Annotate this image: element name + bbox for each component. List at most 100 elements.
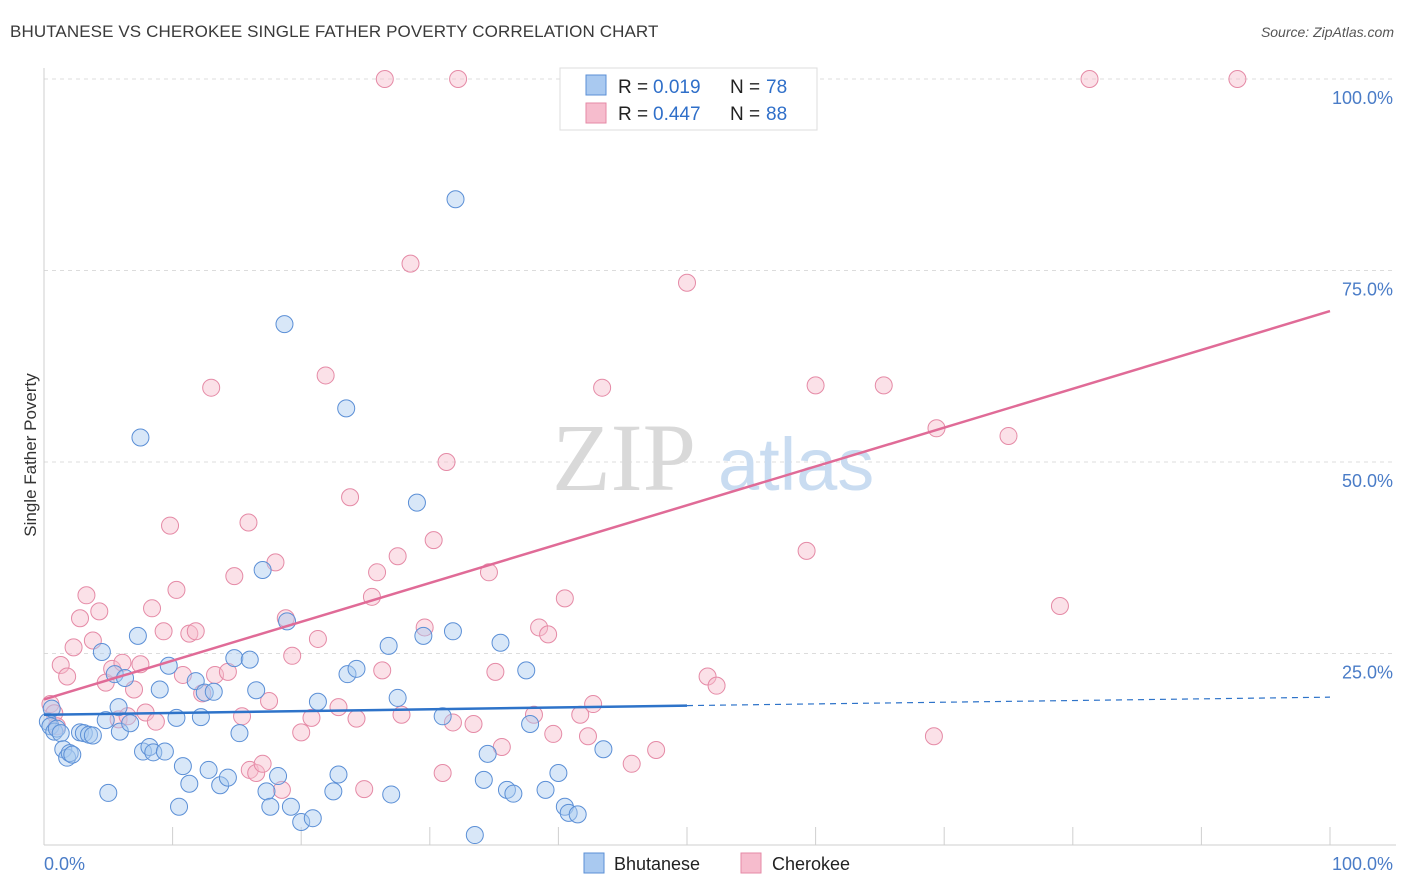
cherokee-point-85: [999, 426, 1018, 445]
cherokee-point-4: [58, 667, 77, 686]
cherokee-point-70: [555, 589, 574, 608]
bhutanese-point-51: [281, 797, 300, 816]
cherokee-point-19: [146, 712, 165, 731]
cherokee-point-76: [647, 741, 666, 760]
bhutanese-point-67: [433, 707, 452, 726]
cherokee-point-14: [118, 707, 137, 726]
axes: [43, 68, 1396, 846]
bhutanese-point-39: [211, 776, 230, 795]
bhutanese-point-28: [155, 742, 174, 761]
bhutanese-point-69: [474, 770, 493, 789]
bhutanese-point-9: [63, 745, 82, 764]
cherokee-point-54: [401, 254, 420, 273]
bhutanese-point-46: [257, 782, 276, 801]
legend-n-value-2: 88: [766, 104, 787, 125]
x-tick-label-max: 100.0%: [1332, 854, 1393, 874]
bhutanese-point-81: [594, 740, 613, 759]
bhutanese-point-33: [180, 774, 199, 793]
watermark-atlas: atlas: [718, 423, 874, 506]
cherokee-point-67: [530, 618, 549, 637]
cherokee-point-6: [71, 609, 90, 628]
bhutanese-point-14: [92, 642, 111, 661]
cherokee-point-64: [486, 662, 505, 681]
legend-n-label-1: N =: [730, 77, 760, 98]
bhutanese-point-42: [230, 724, 249, 743]
legend-r-label-1: R =: [618, 77, 648, 98]
cherokee-point-25: [186, 622, 205, 641]
cherokee-point-48: [355, 780, 374, 799]
bhutanese-point-49: [275, 315, 294, 334]
bottom-legend-swatch-cherokee: [740, 852, 762, 874]
cherokee-point-72: [578, 727, 597, 746]
bhutanese-point-66: [443, 622, 462, 641]
bhutanese-point-57: [338, 665, 357, 684]
y-tick-label-0: 25.0%: [1342, 663, 1393, 683]
cherokee-point-57: [433, 763, 452, 782]
top-legend: R = 0.019 N = 78 R = 0.447 N = 88: [559, 67, 818, 131]
bhutanese-point-31: [170, 797, 189, 816]
cherokee-point-38: [272, 780, 291, 799]
bhutanese-point-44: [247, 681, 266, 700]
trend-lines: [43, 309, 1331, 717]
cherokee-point-80: [797, 541, 816, 560]
bottom-legend-bhutanese: Bhutanese: [614, 854, 700, 874]
bhutanese-point-15: [96, 711, 115, 730]
cherokee-point-41: [292, 723, 311, 742]
bhutanese-point-58: [337, 399, 356, 418]
bhutanese-point-27: [150, 680, 169, 699]
bottom-legend-swatch-bhutanese: [583, 852, 605, 874]
watermark-zip: ZIP: [552, 404, 696, 511]
bhutanese-point-23: [131, 428, 150, 447]
bottom-legend-cherokee: Cherokee: [772, 854, 850, 874]
bhutanese-point-2: [42, 699, 61, 718]
cherokee-point-82: [874, 376, 893, 395]
cherokee-point-5: [64, 638, 83, 657]
bhutanese-point-71: [491, 633, 510, 652]
bhutanese-point-65: [446, 190, 465, 209]
bhutanese-point-43: [240, 650, 259, 669]
cherokee-point-84: [924, 727, 943, 746]
legend-n-label-2: N =: [730, 104, 760, 125]
chart-title: BHUTANESE VS CHEROKEE SINGLE FATHER POVE…: [10, 22, 659, 41]
legend-r-value-2: 0.447: [653, 104, 701, 125]
cherokee-point-18: [143, 599, 162, 618]
bhutanese-point-37: [199, 760, 218, 779]
bhutanese-point-18: [109, 698, 128, 717]
bhutanese-point-52: [292, 813, 311, 832]
cherokee-point-11: [103, 659, 122, 678]
bhutanese-point-73: [504, 784, 523, 803]
cherokee-point-78: [698, 667, 717, 686]
bhutanese-point-41: [225, 649, 244, 668]
bhutanese-point-75: [521, 714, 540, 733]
cherokee-point-73: [584, 695, 603, 714]
cherokee-point-86: [1050, 597, 1069, 616]
cherokee-point-60: [375, 70, 394, 88]
cherokee-point-22: [167, 580, 186, 599]
bhutanese-point-77: [549, 763, 568, 782]
bhutanese-point-35: [191, 708, 210, 727]
cherokee-point-47: [347, 709, 366, 728]
cherokee-point-34: [247, 763, 266, 782]
bhutanese-point-38: [204, 682, 223, 701]
bhutanese-points: [38, 190, 613, 845]
bhutanese-point-76: [536, 780, 555, 799]
bhutanese-trend-line: [43, 704, 688, 717]
bhutanese-point-59: [347, 659, 366, 678]
bhutanese-point-16: [99, 783, 118, 802]
bhutanese-point-13: [83, 726, 102, 745]
bhutanese-point-61: [379, 636, 398, 655]
y-tick-label-2: 75.0%: [1342, 280, 1393, 300]
legend-swatch-cherokee: [585, 102, 607, 124]
bhutanese-point-48: [269, 767, 288, 786]
bhutanese-point-22: [128, 626, 147, 645]
bhutanese-point-5: [51, 724, 70, 743]
cherokee-point-45: [329, 698, 348, 717]
cherokee-point-77: [678, 273, 696, 292]
cherokee-point-40: [283, 646, 302, 665]
legend-r-label-2: R =: [618, 104, 648, 125]
cherokee-point-69: [544, 724, 563, 743]
cherokee-point-35: [253, 754, 272, 773]
cherokee-point-75: [622, 754, 641, 773]
legend-swatch-bhutanese: [585, 74, 607, 96]
cherokee-point-46: [341, 488, 360, 507]
